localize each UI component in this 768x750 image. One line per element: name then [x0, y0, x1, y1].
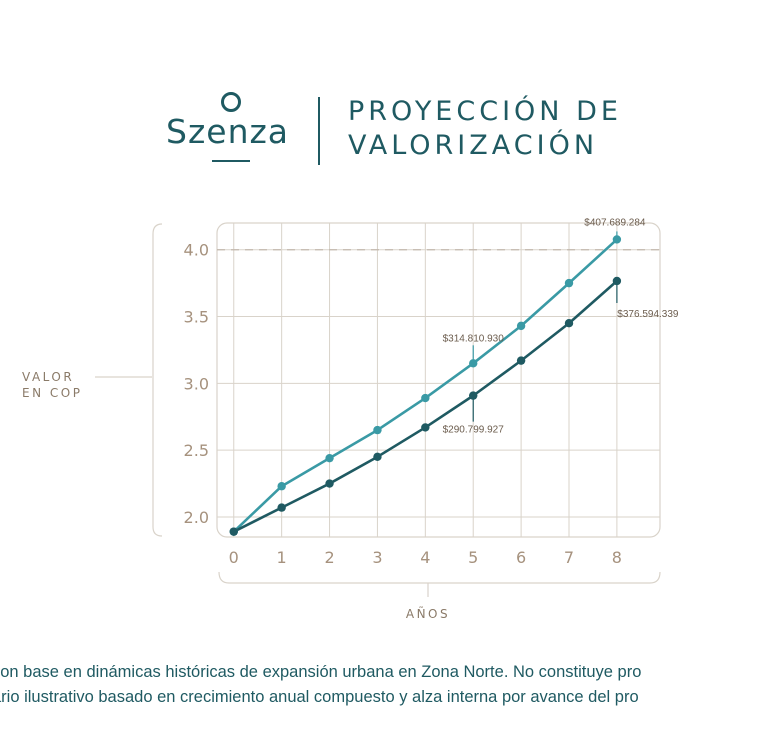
- logo-ring-icon: [221, 92, 241, 112]
- y-tick-label: 2.0: [184, 508, 209, 527]
- logo-underline: [212, 160, 250, 162]
- x-tick-label: 0: [229, 548, 239, 567]
- series-0-point: [564, 278, 574, 288]
- y-axis-bracket: [152, 223, 163, 537]
- series-1-point: [564, 319, 574, 328]
- series-1-point: [277, 503, 286, 512]
- x-tick-label: 8: [612, 548, 622, 567]
- y-tick-label: 3.0: [184, 374, 209, 393]
- x-tick-label: 7: [564, 548, 574, 567]
- series-1-point: [516, 356, 526, 365]
- x-tick-label: 6: [516, 548, 526, 567]
- page-title-line2: VALORIZACIÓN: [348, 130, 599, 161]
- series-1-point: [421, 423, 430, 432]
- data-label: $314.810.930: [443, 333, 505, 344]
- y-axis-label-line2: EN COP: [22, 386, 82, 400]
- y-tick-label: 2.5: [184, 441, 209, 460]
- x-tick-label: 3: [372, 548, 382, 567]
- y-tick-label: 3.5: [184, 308, 209, 327]
- series-0-point: [277, 482, 286, 491]
- series-0-point: [325, 453, 334, 463]
- series-1-point: [325, 479, 334, 488]
- series-0-point: [421, 393, 430, 403]
- footnote-line2: ario ilustrativo basado en crecimiento a…: [0, 688, 639, 706]
- series-1-point: [373, 452, 382, 462]
- brand-name: Szenza: [166, 112, 290, 151]
- x-tick-label: 2: [324, 548, 334, 567]
- valuation-chart: 0 1 2 3 4 5 6 7 8 2.0 2.5 3.0 3.5 4.0 VALOR EN COP AÑOS $…: [22, 217, 679, 621]
- x-tick-label: 4: [420, 548, 430, 567]
- page-title-line1: PROYECCIÓN DE: [348, 96, 622, 127]
- data-label: $290.799.927: [443, 425, 505, 436]
- x-tick-label: 5: [468, 548, 478, 567]
- brand-logo: Szenza: [160, 88, 300, 168]
- plot-frame: [216, 222, 661, 538]
- data-label: $407.689.284: [584, 217, 646, 228]
- footnote-line1: con base en dinámicas históricas de expa…: [0, 663, 642, 681]
- series-1-point: [612, 276, 622, 286]
- x-tick-label: 1: [277, 548, 287, 567]
- x-axis-label: AÑOS: [406, 606, 450, 621]
- series-0-point: [516, 321, 526, 331]
- x-axis-bracket: [218, 571, 661, 584]
- header-divider: [318, 97, 320, 165]
- series-1-point: [229, 527, 238, 536]
- series-0-point: [373, 425, 382, 435]
- y-tick-label: 4.0: [184, 241, 209, 260]
- data-label: $376.594.339: [617, 309, 679, 320]
- y-axis-label-line1: VALOR: [22, 370, 74, 384]
